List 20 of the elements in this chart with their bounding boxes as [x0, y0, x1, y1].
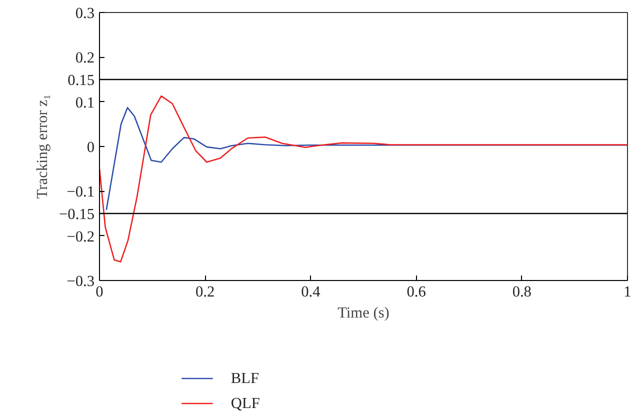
- x-tick-label: 1: [624, 284, 632, 300]
- y-tick-label: 0.1: [75, 94, 95, 112]
- x-tick-label: 0.2: [196, 284, 215, 300]
- x-tick-label: 0.6: [406, 284, 426, 300]
- legend-label: BLF: [230, 370, 260, 387]
- y-tick-label: 0.15: [68, 72, 95, 89]
- y-tick-label: −0.1: [66, 184, 95, 201]
- legend-label: QLF: [230, 395, 260, 412]
- y-tick-label: −0.2: [66, 228, 95, 246]
- y-tick-label: −0.3: [66, 273, 95, 290]
- y-tick-label: 0: [86, 139, 95, 156]
- y-tick-label: 0.2: [75, 50, 95, 67]
- line-series: [106, 106, 628, 211]
- y-tick-label: 0.3: [75, 5, 95, 22]
- y-axis-title: Tracking error z₁: [34, 94, 52, 199]
- line-series: [100, 95, 628, 262]
- x-tick-label: 0.8: [512, 284, 532, 300]
- x-tick-label: 0.4: [301, 284, 321, 300]
- y-tick-label: −0.15: [59, 206, 95, 223]
- x-axis-title: Time (s): [338, 304, 390, 322]
